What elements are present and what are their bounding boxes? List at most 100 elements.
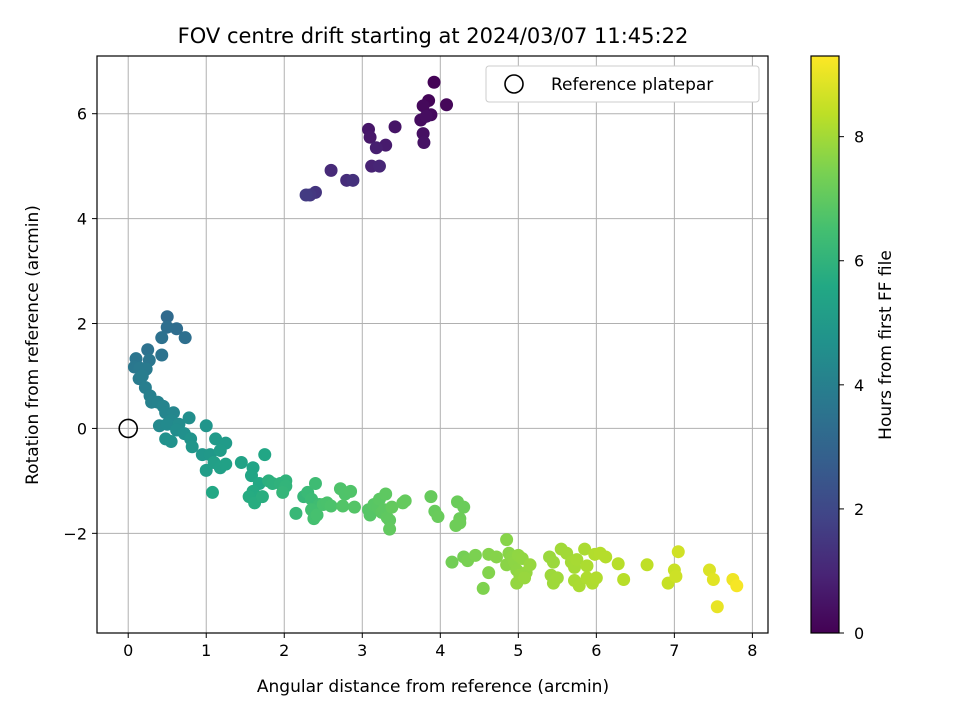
x-tick-label: 2 [279,641,289,660]
colorbar-tick-label: 4 [854,376,864,395]
y-axis-ticks: −2 0 2 4 6 [63,105,97,543]
data-point [427,75,441,89]
x-axis-ticks: 0 1 2 3 4 5 6 7 8 [123,633,757,660]
data-point [669,569,683,583]
legend-box [485,65,760,103]
data-point [336,499,350,513]
colorbar [810,55,840,634]
data-point [599,550,613,564]
data-point [155,348,169,362]
data-point [155,331,169,345]
data-point [160,310,174,324]
plot-frame [96,55,769,634]
data-point [468,548,482,562]
data-point [213,443,227,457]
data-point [164,435,178,449]
data-point [476,581,490,595]
data-point [424,490,438,504]
data-point [135,369,149,383]
grid [97,56,768,633]
data-point [449,518,463,532]
data-point [710,600,724,614]
x-tick-label: 0 [123,641,133,660]
colorbar-ticks: 0 2 4 6 8 [839,128,864,643]
legend-marker [504,74,524,94]
data-point [431,510,445,524]
data-point [258,448,272,462]
colorbar-tick-label: 6 [854,252,864,271]
data-point [706,572,720,586]
data-point [234,456,248,470]
data-point [383,513,397,527]
x-tick-label: 1 [201,641,211,660]
data-point [308,477,322,491]
data-point [310,508,324,522]
data-point [489,550,503,564]
data-point [383,522,397,536]
data-point [617,572,631,586]
x-tick-label: 3 [357,641,367,660]
y-tick-label: 0 [77,419,87,438]
data-point [347,500,361,514]
data-point [369,141,383,155]
y-tick-label: 4 [77,210,87,229]
y-tick-label: 6 [77,105,87,124]
x-axis-label: Angular distance from reference (arcmin) [257,677,609,697]
data-point [518,571,532,585]
data-point [276,485,290,499]
data-point [372,159,386,173]
y-tick-label: −2 [63,524,87,543]
data-point [611,557,625,571]
colorbar-label: Hours from first FF file [876,250,896,440]
data-point [205,485,219,499]
data-point [178,331,192,345]
data-point [255,490,269,504]
data-point [580,559,594,573]
data-point [141,343,155,357]
colorbar-tick-label: 0 [854,624,864,643]
data-point [289,506,303,520]
data-point [344,484,358,498]
data-point [160,320,174,334]
data-point [385,500,399,514]
data-point [416,99,430,113]
data-point [346,173,360,187]
data-point [640,558,654,572]
data-point [219,457,233,471]
data-point [570,553,584,567]
data-point [500,533,514,547]
data-point [482,566,496,580]
data-point [160,417,174,431]
legend: Reference platepar [485,65,760,103]
data-point [398,494,412,508]
data-point [546,555,560,569]
data-point [185,440,199,454]
data-points [127,75,744,614]
data-point [417,136,431,150]
data-point [388,120,402,134]
colorbar-tick-label: 2 [854,500,864,519]
chart-title: FOV centre drift starting at 2024/03/07 … [178,24,689,48]
data-point [445,555,459,569]
data-point [182,411,196,425]
y-tick-label: 2 [77,315,87,334]
data-point [363,130,377,144]
x-tick-label: 5 [513,641,523,660]
colorbar-tick-label: 8 [854,128,864,147]
data-point [457,500,471,514]
x-tick-label: 8 [747,641,757,660]
data-point [324,499,338,513]
data-point [199,419,213,433]
data-point [578,542,592,556]
data-point [299,188,313,202]
data-point [419,109,433,123]
data-point [550,571,564,585]
data-point [324,163,338,177]
x-tick-label: 6 [591,641,601,660]
x-tick-label: 4 [435,641,445,660]
legend-label: Reference platepar [551,75,713,95]
data-point [589,571,603,585]
data-point [440,98,454,112]
y-axis-label: Rotation from reference (arcmin) [23,205,43,485]
